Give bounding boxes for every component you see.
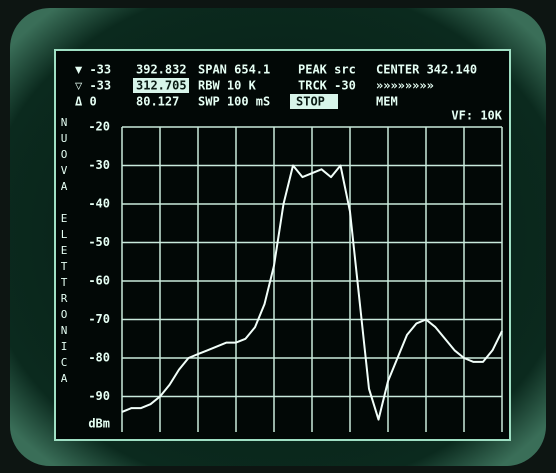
highlight-box xyxy=(290,94,338,109)
y-tick-label: -90 xyxy=(88,389,110,403)
status-text: SPAN 654.1 xyxy=(198,63,270,77)
y-tick-label: -20 xyxy=(88,120,110,134)
status-text: 392.832 xyxy=(136,63,187,77)
status-text: 312.705 xyxy=(136,79,187,93)
status-header: ▼ -33 392.832 SPAN 654.1 PEAK src CENTER… xyxy=(75,63,503,123)
status-text: STOP xyxy=(296,95,325,109)
brand-text: NUOVA ELETTRONICA xyxy=(58,116,71,388)
status-text: »»»»»»»» xyxy=(376,79,434,93)
display-area xyxy=(54,49,511,441)
status-text: ▽ -33 xyxy=(75,79,111,93)
status-text: Δ 0 xyxy=(75,95,97,109)
status-text: ▼ -33 xyxy=(75,63,111,77)
status-text: VF: 10K xyxy=(451,109,502,123)
y-tick-label: -70 xyxy=(88,312,110,326)
y-tick-label: -40 xyxy=(88,197,110,211)
status-text: 80.127 xyxy=(136,95,179,109)
status-text: MEM xyxy=(376,95,398,109)
status-text: RBW 10 K xyxy=(198,79,257,93)
status-text: TRCK -30 xyxy=(298,79,356,93)
y-tick-label: -50 xyxy=(88,235,110,249)
y-tick-label: -80 xyxy=(88,351,110,365)
status-text: PEAK src xyxy=(298,63,356,77)
status-text: CENTER 342.140 xyxy=(376,63,477,77)
status-text: SWP 100 mS xyxy=(198,95,270,109)
highlight-box xyxy=(133,78,189,93)
y-axis-label: dBm xyxy=(88,417,110,431)
trace xyxy=(121,164,503,421)
y-tick-label: -60 xyxy=(88,274,110,288)
y-tick-label: -30 xyxy=(88,158,110,172)
